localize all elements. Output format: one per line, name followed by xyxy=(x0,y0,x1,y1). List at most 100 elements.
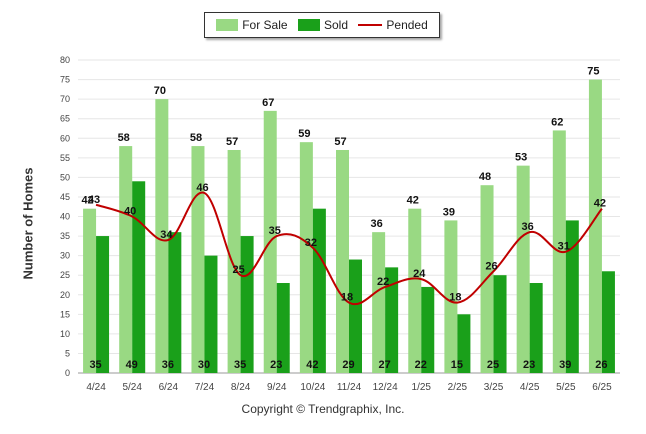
data-label-sold: 25 xyxy=(487,359,499,371)
data-label-for-sale: 57 xyxy=(226,136,238,148)
bar-for-sale xyxy=(444,220,458,373)
data-label-sold: 36 xyxy=(162,359,174,371)
x-tick-label: 3/25 xyxy=(484,382,504,393)
data-label-for-sale: 42 xyxy=(81,195,93,207)
y-tick-label: 35 xyxy=(60,231,70,241)
bar-sold xyxy=(204,255,218,373)
legend-item-for-sale[interactable]: For Sale xyxy=(216,18,288,32)
data-label-for-sale: 70 xyxy=(154,85,166,97)
bar-for-sale xyxy=(227,149,241,373)
y-tick-label: 30 xyxy=(60,251,70,261)
copyright-text: Copyright © Trendgraphix, Inc. xyxy=(241,402,405,416)
bar-sold xyxy=(421,286,435,373)
data-label-sold: 35 xyxy=(234,359,246,371)
y-tick-label: 70 xyxy=(60,94,70,104)
y-tick-label: 25 xyxy=(60,270,70,280)
y-tick-label: 0 xyxy=(65,368,70,378)
data-label-pended: 35 xyxy=(269,225,281,237)
x-tick-label: 2/25 xyxy=(448,382,468,393)
x-tick-label: 8/24 xyxy=(231,382,251,393)
x-tick-label: 7/24 xyxy=(195,382,215,393)
bar-sold xyxy=(349,259,362,373)
data-label-sold: 23 xyxy=(523,359,535,371)
data-label-sold: 29 xyxy=(342,359,354,371)
bar-sold xyxy=(529,283,543,373)
x-tick-label: 10/24 xyxy=(300,382,325,393)
data-label-pended: 18 xyxy=(341,292,353,304)
y-tick-label: 50 xyxy=(60,172,70,182)
y-tick-label: 80 xyxy=(60,55,70,65)
data-label-for-sale: 75 xyxy=(587,66,599,78)
y-axis-label: Number of Homes xyxy=(20,167,36,280)
data-label-sold: 49 xyxy=(126,359,138,371)
legend-item-sold[interactable]: Sold xyxy=(297,18,348,32)
x-tick-label: 1/25 xyxy=(412,382,432,393)
x-tick-label: 5/24 xyxy=(122,382,142,393)
bar-for-sale xyxy=(588,79,602,373)
data-label-for-sale: 62 xyxy=(551,116,563,128)
data-label-sold: 22 xyxy=(415,359,427,371)
legend-swatch-pended xyxy=(358,24,383,26)
y-tick-label: 5 xyxy=(65,348,70,358)
x-tick-label: 4/24 xyxy=(86,382,106,393)
data-label-pended: 34 xyxy=(160,229,173,241)
data-label-pended: 46 xyxy=(196,182,208,194)
data-label-for-sale: 58 xyxy=(190,132,202,144)
x-tick-label: 11/24 xyxy=(337,382,362,393)
x-tick-label: 12/24 xyxy=(373,382,398,393)
bar-for-sale xyxy=(83,208,97,373)
data-label-pended: 40 xyxy=(124,206,136,218)
data-label-pended: 18 xyxy=(449,292,461,304)
data-label-sold: 39 xyxy=(559,359,571,371)
y-tick-label: 15 xyxy=(60,309,70,319)
x-tick-label: 4/25 xyxy=(520,382,540,393)
legend-swatch-for-sale xyxy=(216,19,239,31)
bar-sold xyxy=(601,271,615,373)
legend-label-for-sale: For Sale xyxy=(242,18,288,32)
bar-sold xyxy=(96,236,110,373)
legend-label-pended: Pended xyxy=(386,18,428,32)
data-label-pended: 25 xyxy=(232,264,244,276)
data-label-for-sale: 58 xyxy=(118,132,130,144)
data-label-for-sale: 42 xyxy=(407,195,419,207)
data-label-sold: 42 xyxy=(306,359,318,371)
data-label-pended: 36 xyxy=(522,221,534,233)
data-label-for-sale: 48 xyxy=(479,171,491,183)
bar-sold xyxy=(565,220,579,373)
y-tick-label: 45 xyxy=(60,192,70,202)
bar-for-sale xyxy=(336,149,349,373)
data-label-for-sale: 57 xyxy=(334,136,346,148)
data-label-sold: 23 xyxy=(270,359,282,371)
y-tick-label: 55 xyxy=(60,153,70,163)
x-tick-label: 9/24 xyxy=(267,382,287,393)
data-label-pended: 24 xyxy=(413,268,426,280)
data-label-pended: 42 xyxy=(594,198,606,210)
data-label-sold: 27 xyxy=(379,359,391,371)
bar-sold xyxy=(276,283,290,373)
legend-item-pended[interactable]: Pended xyxy=(358,18,428,32)
bar-sold xyxy=(457,314,471,373)
x-tick-label: 5/25 xyxy=(556,382,576,393)
bar-for-sale xyxy=(516,165,530,373)
data-label-pended: 22 xyxy=(377,276,389,288)
data-label-sold: 26 xyxy=(595,359,607,371)
bar-for-sale xyxy=(119,146,133,373)
y-tick-label: 60 xyxy=(60,133,70,143)
y-tick-label: 40 xyxy=(60,212,70,222)
bar-for-sale xyxy=(408,208,422,373)
data-label-for-sale: 59 xyxy=(298,128,310,140)
bar-for-sale xyxy=(191,146,205,373)
legend-label-sold: Sold xyxy=(323,18,348,32)
data-label-pended: 26 xyxy=(485,260,497,272)
bar-for-sale xyxy=(299,142,313,373)
bar-sold xyxy=(385,267,399,373)
data-label-pended: 32 xyxy=(305,237,317,249)
y-tick-label: 10 xyxy=(60,329,70,339)
bar-sold xyxy=(493,275,507,373)
line-pended xyxy=(95,191,603,306)
bar-sold xyxy=(168,232,182,373)
bar-sold xyxy=(132,181,146,373)
data-label-for-sale: 67 xyxy=(262,97,274,109)
data-label-for-sale: 53 xyxy=(515,152,527,164)
x-tick-label: 6/24 xyxy=(159,382,179,393)
